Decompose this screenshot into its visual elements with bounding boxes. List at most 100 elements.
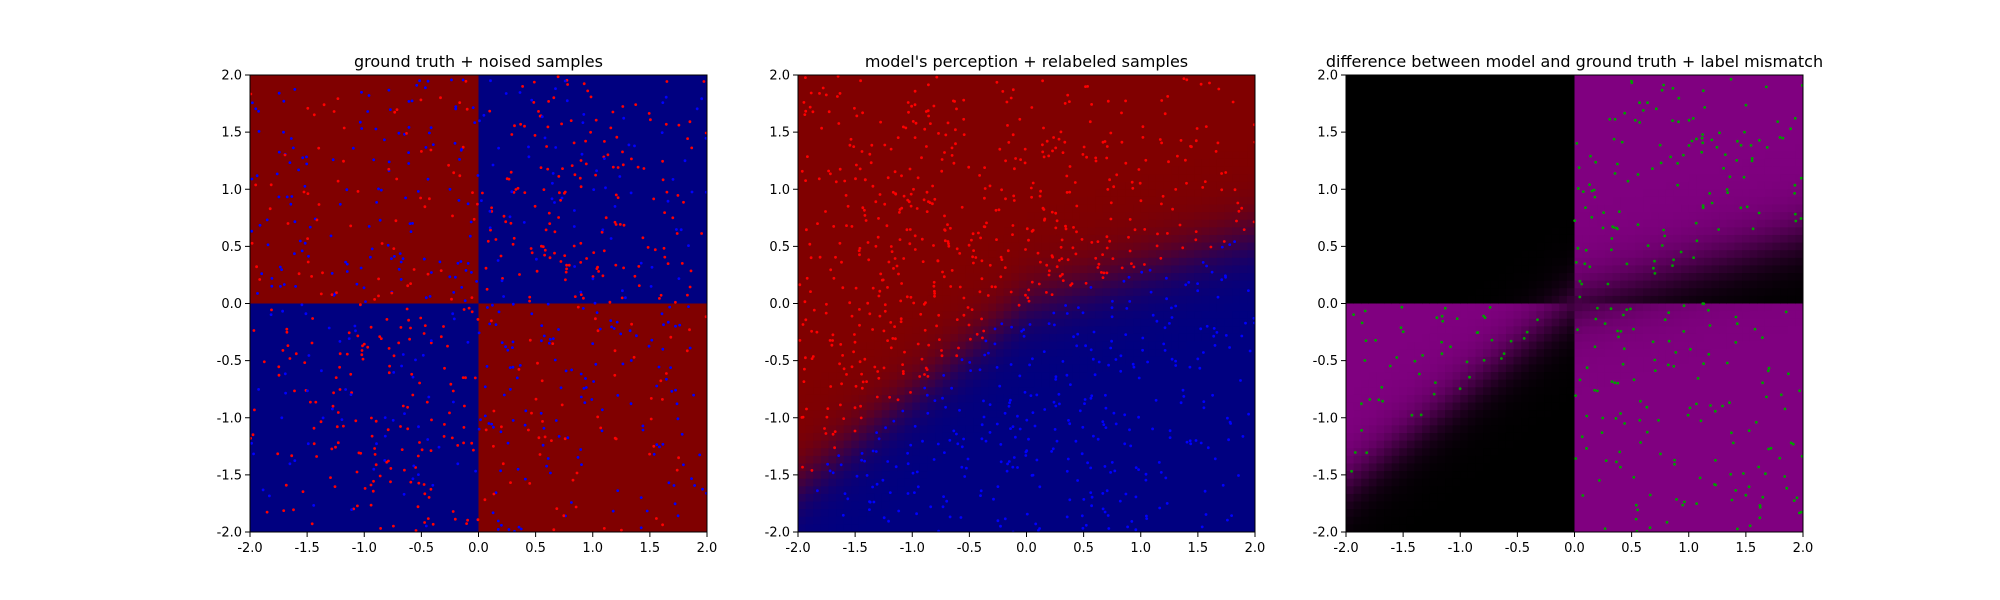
heatmap-cell	[1163, 524, 1172, 532]
scatter-point	[1105, 271, 1109, 275]
heatmap-cell	[828, 90, 837, 99]
heatmap-cell	[1133, 379, 1142, 388]
heatmap-cell	[1110, 486, 1119, 495]
heatmap-cell	[957, 288, 967, 297]
scatter-point	[590, 398, 594, 401]
heatmap-cell	[919, 417, 929, 426]
scatter-point	[839, 403, 842, 407]
heatmap-cell	[1034, 432, 1043, 442]
heatmap-cell	[897, 326, 906, 335]
heatmap-cell	[919, 440, 929, 449]
heatmap-cell	[897, 524, 906, 532]
scatter-point	[306, 389, 309, 393]
heatmap-cell	[798, 387, 807, 396]
heatmap-cell	[996, 349, 1005, 358]
heatmap-cell	[935, 448, 944, 457]
heatmap-cell	[1034, 509, 1043, 518]
heatmap-cell	[1186, 280, 1195, 289]
scatter-point	[906, 462, 910, 466]
scatter-point	[451, 510, 455, 513]
heatmap-cell	[965, 341, 974, 350]
heatmap-cell	[912, 181, 921, 190]
heatmap-cell	[980, 204, 990, 213]
heatmap-cell	[980, 402, 990, 411]
heatmap-cell	[889, 90, 898, 99]
heatmap-cell	[813, 379, 822, 388]
heatmap-cell	[1064, 318, 1073, 327]
scatter-point	[1092, 434, 1095, 438]
scatter-point	[304, 312, 308, 316]
scatter-point	[356, 190, 360, 193]
heatmap-cell	[957, 364, 967, 373]
heatmap-cell	[1064, 379, 1073, 388]
heatmap-cell	[843, 82, 852, 91]
heatmap-cell	[1110, 333, 1119, 343]
heatmap-cell	[1041, 509, 1050, 518]
heatmap-cell	[996, 501, 1005, 510]
heatmap-cell	[897, 219, 906, 228]
heatmap-cell	[1041, 410, 1050, 419]
heatmap-cell	[1216, 372, 1226, 381]
heatmap-cell	[1163, 341, 1172, 350]
heatmap-cell	[1186, 113, 1195, 122]
heatmap-cell	[965, 432, 974, 442]
heatmap-cell	[904, 379, 913, 388]
heatmap-cell	[813, 135, 822, 145]
heatmap-cell	[813, 372, 822, 381]
heatmap-cell	[1224, 509, 1233, 518]
heatmap-cell	[1003, 318, 1012, 327]
heatmap-cell	[1232, 326, 1241, 335]
heatmap-cell	[798, 227, 807, 236]
heatmap-cell	[1056, 471, 1066, 480]
scatter-point	[1053, 428, 1057, 431]
heatmap-cell	[912, 440, 921, 449]
scatter-point	[378, 474, 382, 478]
heatmap-cell	[1178, 120, 1188, 129]
heatmap-cell	[1216, 425, 1226, 434]
heatmap-cell	[836, 212, 845, 221]
heatmap-cell	[1125, 455, 1134, 465]
scatter-point	[1030, 195, 1033, 199]
scatter-point	[511, 302, 515, 306]
scatter-point	[610, 325, 613, 329]
scatter-point	[995, 80, 999, 84]
scatter-point	[450, 78, 453, 82]
scatter-point	[1033, 424, 1037, 428]
heatmap-cell	[1079, 341, 1089, 350]
heatmap-cell	[1041, 303, 1050, 312]
heatmap-cell	[980, 516, 990, 525]
heatmap-cell	[1171, 273, 1180, 282]
heatmap-cell	[912, 448, 921, 457]
heatmap-cell	[1224, 181, 1233, 190]
heatmap-cell	[950, 189, 959, 198]
scatter-point	[1058, 402, 1061, 406]
heatmap-cell	[1148, 471, 1157, 480]
heatmap-cell	[1003, 394, 1012, 404]
heatmap-cell	[957, 524, 967, 532]
heatmap-cell	[988, 288, 997, 297]
heatmap-cell	[851, 311, 860, 320]
heatmap-cell	[1056, 333, 1066, 343]
scatter-point	[845, 224, 848, 228]
scatter-point	[609, 237, 613, 240]
scatter-point	[1077, 306, 1080, 309]
scatter-point	[704, 131, 707, 135]
heatmap-cell	[1102, 135, 1111, 145]
scatter-point	[288, 357, 292, 360]
heatmap-cell	[874, 432, 883, 442]
heatmap-cell	[1133, 341, 1142, 350]
heatmap-cell	[858, 509, 868, 518]
heatmap-cell	[1018, 280, 1028, 289]
heatmap-cell	[897, 364, 906, 373]
heatmap-cell	[1209, 128, 1218, 137]
scatter-point	[1020, 329, 1023, 333]
scatter-point	[1101, 507, 1105, 511]
heatmap-cell	[1095, 432, 1104, 442]
heatmap-cell	[1148, 402, 1157, 411]
heatmap-cell	[1034, 113, 1043, 122]
scatter-point	[1139, 199, 1143, 203]
heatmap-cell	[1201, 158, 1210, 167]
heatmap-cell	[1201, 120, 1210, 129]
scatter-point	[1217, 87, 1221, 91]
scatter-point	[356, 334, 360, 338]
